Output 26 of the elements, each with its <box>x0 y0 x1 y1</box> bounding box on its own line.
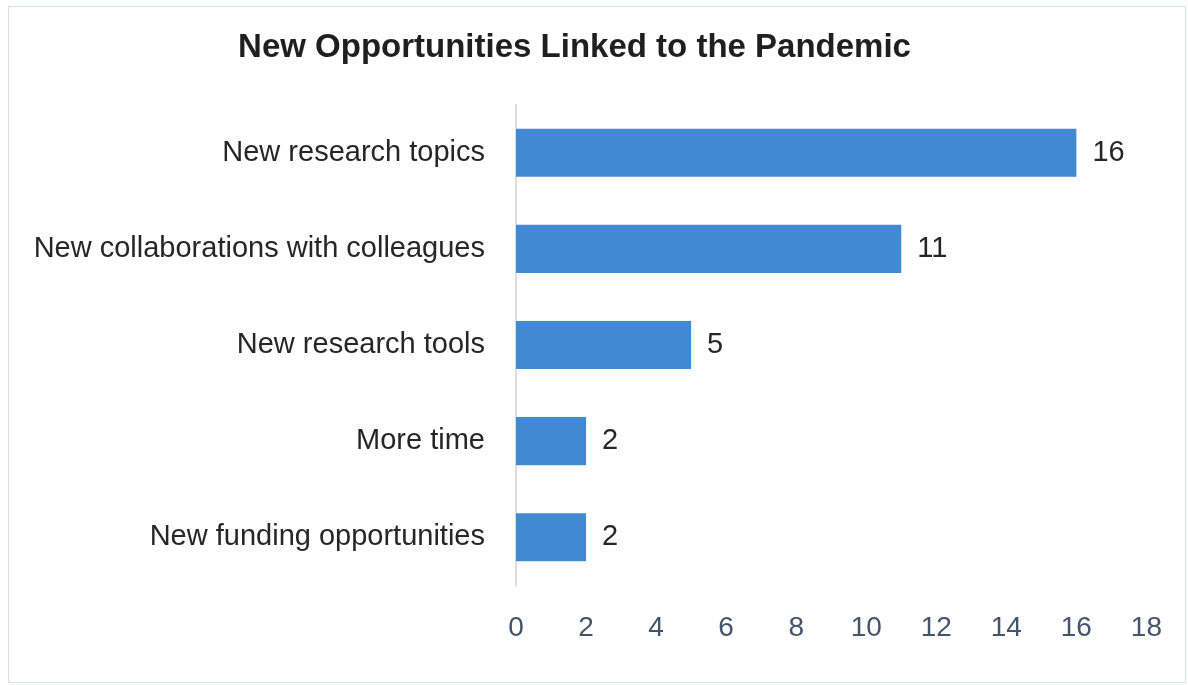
x-tick-label: 4 <box>648 610 664 642</box>
bar <box>516 224 902 273</box>
x-tick-label: 2 <box>578 610 594 642</box>
x-tick-label: 0 <box>508 610 524 642</box>
y-tick-label: New collaborations with colleagues <box>33 230 485 263</box>
x-tick-label: 16 <box>1060 610 1092 642</box>
bar <box>516 417 587 466</box>
x-tick-label: 14 <box>990 610 1022 642</box>
data-label: 11 <box>917 230 948 263</box>
y-tick-label: More time <box>356 423 485 456</box>
bar <box>516 320 692 370</box>
y-tick-label: New funding opportunities <box>149 519 485 552</box>
chart-title: New Opportunities Linked to the Pandemic <box>238 26 911 64</box>
x-tick-label: 10 <box>850 610 882 642</box>
x-tick-label: 18 <box>1130 610 1163 642</box>
x-tick-label: 12 <box>920 610 952 642</box>
data-label: 5 <box>707 327 724 359</box>
bar <box>516 513 587 562</box>
data-label: 2 <box>602 519 619 552</box>
x-tick-label: 6 <box>718 610 734 642</box>
x-tick-label: 8 <box>788 610 804 642</box>
bar <box>516 128 1077 177</box>
y-tick-label: New research tools <box>236 327 485 359</box>
data-label: 2 <box>602 423 619 456</box>
y-tick-label: New research topics <box>222 134 485 167</box>
data-label: 16 <box>1092 134 1125 167</box>
